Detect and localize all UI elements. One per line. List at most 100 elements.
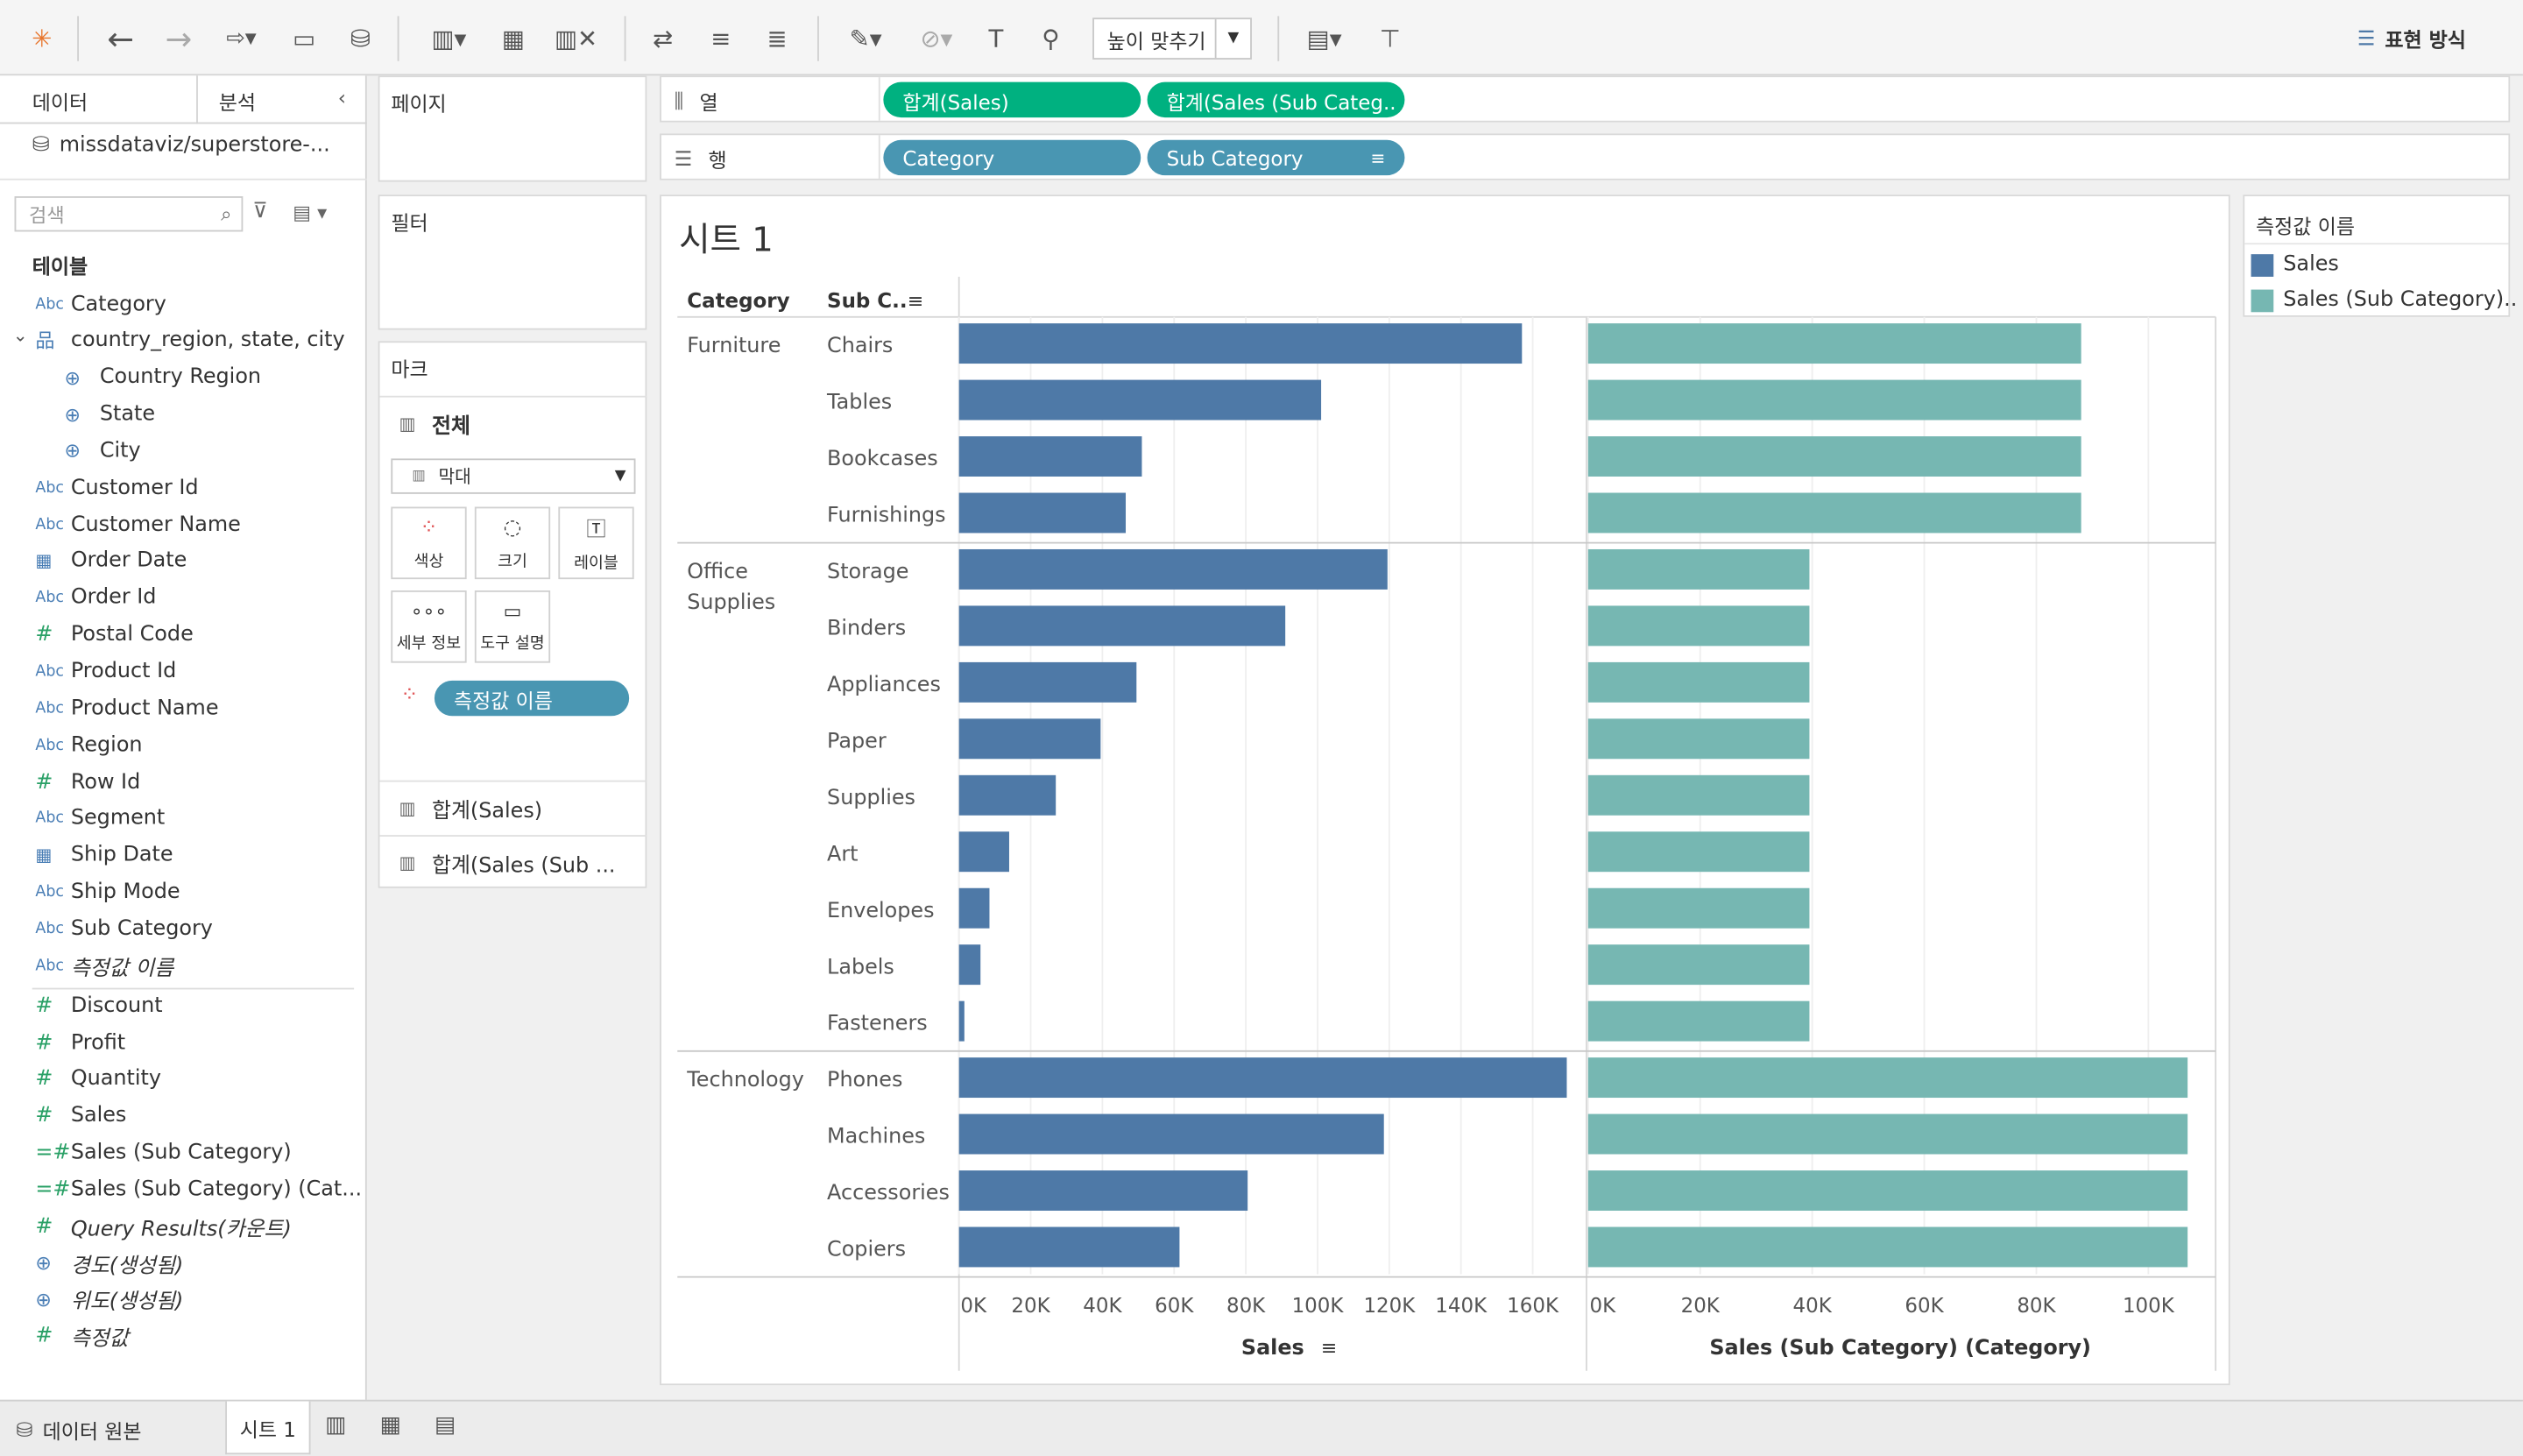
datasource-item[interactable]: ⛁ missdataviz/superstore-... bbox=[32, 133, 330, 158]
label-button[interactable]: 🅃 레이블 bbox=[558, 506, 634, 580]
legend-item-sales-sub[interactable]: Sales (Sub Category).. bbox=[2251, 287, 2518, 313]
size-icon: ◌ bbox=[503, 515, 522, 541]
marks-sales-row[interactable]: ▥ 합계(Sales) bbox=[379, 780, 647, 835]
field-item[interactable]: ⊕ 경도(생성됨) bbox=[35, 1246, 183, 1281]
sort-descending-icon[interactable]: ≣ bbox=[767, 24, 788, 53]
field-item[interactable]: Abc Segment bbox=[35, 801, 165, 836]
field-item[interactable]: ▦ Ship Date bbox=[35, 838, 173, 873]
bar-sales-sub-category bbox=[1587, 718, 1810, 760]
field-item[interactable]: Abc Product Name bbox=[35, 690, 218, 725]
field-item[interactable]: Abc Ship Mode bbox=[35, 874, 180, 909]
field-label: State bbox=[99, 402, 156, 427]
presentation-icon[interactable]: ⊤ bbox=[1379, 24, 1401, 53]
tab-data[interactable]: 데이터 bbox=[32, 89, 88, 115]
tab-analysis[interactable]: 분석 bbox=[218, 89, 257, 115]
detail-button[interactable]: ∘∘∘ 세부 정보 bbox=[391, 590, 467, 663]
field-item[interactable]: Abc Customer Id bbox=[35, 470, 198, 505]
replay-icon[interactable]: ⇨▾ bbox=[226, 25, 257, 52]
highlight-icon[interactable]: ✎▾ bbox=[849, 24, 882, 53]
pages-label: 페이지 bbox=[391, 91, 447, 117]
bar-sales bbox=[958, 661, 1137, 703]
field-item[interactable]: # Discount bbox=[35, 988, 162, 1023]
datasource-tab[interactable]: ⛁ 데이터 원본 bbox=[16, 1414, 141, 1445]
columns-pill-sales-sub[interactable]: 합계(Sales (Sub Categ.. bbox=[1147, 81, 1405, 118]
field-item[interactable]: # Query Results(카운트) bbox=[35, 1209, 291, 1244]
legend-item-sales[interactable]: Sales bbox=[2251, 252, 2339, 277]
tooltip-button[interactable]: ▭ 도구 설명 bbox=[474, 590, 551, 663]
field-item[interactable]: 品 country_region, state, city ⌄ bbox=[13, 323, 345, 358]
show-cards-icon[interactable]: ▤▾ bbox=[1306, 24, 1342, 53]
filters-card[interactable]: 필터 bbox=[378, 194, 647, 330]
new-worksheet-icon[interactable]: ▥ bbox=[325, 1412, 347, 1438]
columns-shelf[interactable]: ⫼ 열 합계(Sales) 합계(Sales (Sub Categ.. bbox=[660, 75, 2511, 123]
show-me-button[interactable]: ☰ 표현 방식 bbox=[2357, 23, 2466, 53]
color-button[interactable]: ⁘ 색상 bbox=[391, 506, 467, 580]
subcategory-label: Appliances bbox=[827, 672, 941, 696]
marks-sales-sub-row[interactable]: ▥ 합계(Sales (Sub ... bbox=[379, 835, 647, 889]
group-icon[interactable]: ⊘▾ bbox=[920, 24, 953, 53]
undo-icon[interactable]: ← bbox=[107, 19, 135, 59]
field-label: Customer Id bbox=[70, 476, 199, 500]
collapse-icon[interactable]: ‹ bbox=[337, 85, 346, 110]
field-item[interactable]: Abc Region bbox=[35, 727, 142, 762]
rows-pill-subcategory[interactable]: Sub Category ≡ bbox=[1147, 139, 1405, 176]
size-button[interactable]: ◌ 크기 bbox=[474, 506, 551, 580]
field-item[interactable]: # Profit bbox=[35, 1025, 125, 1060]
legend-item-label: Sales (Sub Category).. bbox=[2283, 287, 2518, 313]
new-datasource-icon[interactable]: ⛁ bbox=[350, 24, 371, 53]
sort-ascending-icon[interactable]: ≡ bbox=[710, 24, 731, 53]
field-item[interactable]: Abc Category bbox=[35, 286, 166, 322]
field-item[interactable]: # Row Id bbox=[35, 764, 140, 799]
string-type-icon: Abc bbox=[35, 478, 65, 498]
bar-sales-sub-category bbox=[1587, 605, 1810, 647]
chevron-down-icon[interactable]: ⌄ bbox=[12, 324, 28, 346]
labels-icon[interactable]: T bbox=[988, 24, 1004, 53]
search-input[interactable]: 검색 ⌕ bbox=[14, 196, 244, 232]
new-story-icon[interactable]: ▤ bbox=[434, 1412, 456, 1438]
number-type-icon: # bbox=[35, 1030, 53, 1055]
marks-sales-label: 합계(Sales) bbox=[431, 799, 543, 824]
mark-type-dropdown[interactable]: ▥ 막대 ▼ bbox=[391, 458, 636, 494]
sheet-title: 시트 1 bbox=[679, 220, 774, 259]
tableau-logo-icon[interactable]: ✳ bbox=[32, 24, 53, 53]
field-label: Sales (Sub Category) bbox=[70, 1141, 292, 1165]
new-worksheet-icon[interactable]: ▥▾ bbox=[431, 24, 467, 53]
swap-icon[interactable]: ⇄ bbox=[653, 24, 674, 53]
new-dashboard-icon[interactable]: ▦ bbox=[379, 1412, 401, 1438]
field-item[interactable]: # Postal Code bbox=[35, 618, 193, 653]
sheet-tab[interactable]: 시트 1 bbox=[225, 1401, 311, 1455]
field-item[interactable]: Abc 측정값 이름 bbox=[35, 948, 173, 983]
view-options-icon[interactable]: ▤ ▾ bbox=[293, 201, 328, 224]
rows-pill-category[interactable]: Category bbox=[883, 139, 1141, 176]
field-item[interactable]: ⊕ City bbox=[64, 434, 140, 469]
marks-all-row[interactable]: ▥ 전체 bbox=[379, 395, 647, 450]
save-icon[interactable]: ▭ bbox=[293, 24, 316, 53]
pin-icon[interactable]: ⚲ bbox=[1042, 24, 1060, 53]
bar-sales bbox=[958, 944, 981, 986]
duplicate-sheet-icon[interactable]: ▦ bbox=[501, 24, 525, 53]
field-item[interactable]: Abc Sub Category bbox=[35, 911, 213, 946]
field-item[interactable]: Abc Customer Name bbox=[35, 507, 240, 542]
rows-shelf[interactable]: ☰ 행 Category Sub Category ≡ bbox=[660, 133, 2511, 180]
bar-sales bbox=[958, 1170, 1248, 1211]
field-item[interactable]: Abc Order Id bbox=[35, 581, 156, 616]
measure-names-pill[interactable]: 측정값 이름 bbox=[434, 680, 630, 717]
field-item[interactable]: ⊕ State bbox=[64, 397, 155, 432]
field-item[interactable]: =# Sales (Sub Category) bbox=[35, 1135, 291, 1170]
bar-sales-sub-category bbox=[1587, 887, 1810, 929]
field-label: country_region, state, city bbox=[70, 329, 345, 353]
fit-dropdown[interactable]: 높이 맞추기 ▼ bbox=[1092, 18, 1252, 60]
field-item[interactable]: Abc Product Id bbox=[35, 654, 176, 689]
field-item[interactable]: =# Sales (Sub Category) (Cat... bbox=[35, 1172, 362, 1207]
field-item[interactable]: # Sales bbox=[35, 1099, 126, 1134]
field-item[interactable]: # Quantity bbox=[35, 1062, 161, 1097]
pages-card[interactable]: 페이지 bbox=[378, 75, 647, 182]
clear-sheet-icon[interactable]: ▥✕ bbox=[554, 24, 598, 53]
filter-icon[interactable]: ⊽ bbox=[252, 199, 268, 224]
field-item[interactable]: # 측정값 bbox=[35, 1319, 128, 1354]
field-item[interactable]: ⊕ Country Region bbox=[64, 360, 261, 395]
field-item[interactable]: ⊕ 위도(생성됨) bbox=[35, 1283, 183, 1318]
field-item[interactable]: ▦ Order Date bbox=[35, 544, 187, 579]
columns-pill-sales[interactable]: 합계(Sales) bbox=[883, 81, 1141, 118]
redo-icon[interactable]: → bbox=[165, 19, 193, 59]
